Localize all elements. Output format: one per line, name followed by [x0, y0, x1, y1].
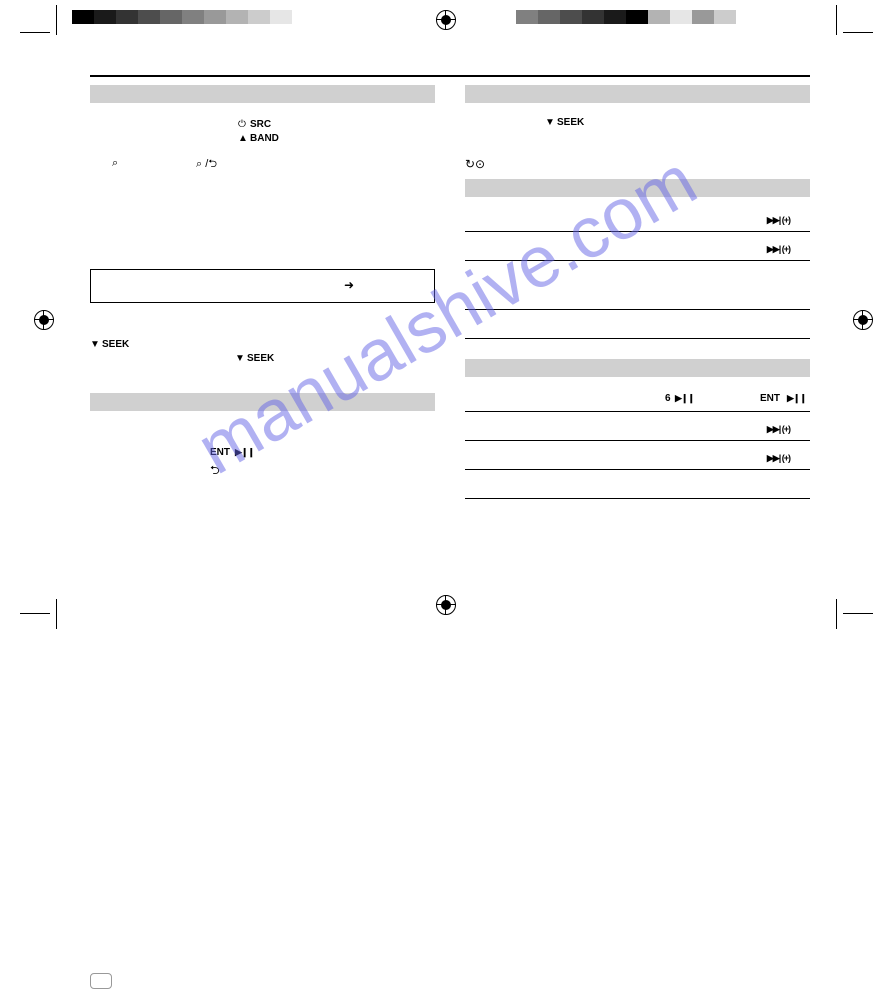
- fwd-plus-icon: ▶▶| (+): [767, 244, 790, 255]
- page-number-box: [90, 973, 112, 989]
- crop-mark: [56, 5, 57, 35]
- section-header: [465, 359, 810, 377]
- table-row: ▶▶| (+): [465, 203, 810, 232]
- left-column: ⏻ SRC ▲ BAND ⌕ ⌕ /⮌ ➜ ▼ SEEK ▼ SEEK: [90, 85, 435, 499]
- section-header: [465, 179, 810, 197]
- crop-mark: [20, 32, 50, 33]
- crop-mark: [836, 599, 837, 629]
- down-icon: ▼: [235, 353, 245, 364]
- table-row: ▶▶| (+): [465, 412, 810, 441]
- colorbar-left: [72, 10, 292, 24]
- search-icon: ⌕: [112, 157, 118, 170]
- table-row: ▶▶| (+): [465, 441, 810, 470]
- top-rule: [90, 75, 810, 77]
- return-icon: ⮌: [210, 461, 220, 482]
- search-return-icon: ⌕ /⮌: [196, 155, 217, 174]
- crop-mark: [843, 613, 873, 614]
- play-pause-icon: ▶❙❙: [675, 393, 694, 404]
- registration-mark: [853, 310, 873, 330]
- play-pause-icon: ▶❙❙: [787, 393, 806, 404]
- ent-label: ENT: [760, 393, 780, 404]
- crop-mark: [836, 5, 837, 35]
- page-content: ⏻ SRC ▲ BAND ⌕ ⌕ /⮌ ➜ ▼ SEEK ▼ SEEK: [90, 75, 810, 499]
- crop-mark: [56, 599, 57, 629]
- section-header: [90, 393, 435, 411]
- src-label: SRC: [250, 119, 271, 130]
- seek-label: SEEK: [102, 339, 129, 350]
- clock-icon: ↻⊙: [465, 157, 485, 171]
- registration-mark: [436, 10, 456, 30]
- crop-mark: [20, 613, 50, 614]
- section-header: [465, 85, 810, 103]
- table-row: [465, 261, 810, 310]
- table-row: [465, 470, 810, 499]
- fwd-plus-icon: ▶▶| (+): [767, 215, 790, 226]
- up-icon: ▲: [238, 133, 248, 144]
- arrow-right-icon: ➜: [344, 278, 354, 292]
- down-icon: ▼: [545, 117, 555, 128]
- seek-label: SEEK: [247, 353, 274, 364]
- table-row: [465, 310, 810, 339]
- table-row: ▶▶| (+): [465, 232, 810, 261]
- boxed-row: ➜: [90, 269, 435, 303]
- right-column: ▼ SEEK ↻⊙ ▶▶| (+) ▶▶| (+) 6 ▶❙❙ ENT: [465, 85, 810, 499]
- section-header: [90, 85, 435, 103]
- crop-mark: [843, 32, 873, 33]
- down-icon: ▼: [90, 339, 100, 350]
- table-row: 6 ▶❙❙ ENT ▶❙❙: [465, 383, 810, 412]
- registration-mark: [34, 310, 54, 330]
- registration-mark: [436, 595, 456, 615]
- seek-label: SEEK: [557, 117, 584, 128]
- fwd-plus-icon: ▶▶| (+): [767, 453, 790, 464]
- six-label: 6: [665, 393, 671, 404]
- power-icon: ⏻: [238, 119, 246, 130]
- band-label: BAND: [250, 133, 279, 144]
- fwd-plus-icon: ▶▶| (+): [767, 424, 790, 435]
- colorbar-right: [516, 10, 736, 24]
